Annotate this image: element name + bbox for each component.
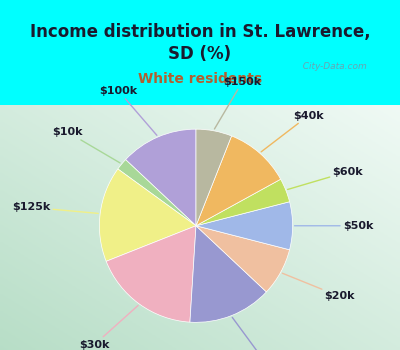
Wedge shape (190, 226, 266, 322)
Text: $20k: $20k (282, 273, 355, 301)
Text: $50k: $50k (294, 221, 373, 231)
Wedge shape (196, 179, 290, 226)
Wedge shape (196, 136, 281, 226)
Text: White residents: White residents (138, 72, 262, 86)
Text: $125k: $125k (12, 202, 98, 214)
Text: $30k: $30k (79, 306, 138, 350)
Text: $60k: $60k (288, 167, 363, 189)
Text: $40k: $40k (261, 111, 324, 152)
Wedge shape (118, 160, 196, 226)
Text: $75k: $75k (232, 317, 280, 350)
Text: City-Data.com: City-Data.com (298, 62, 367, 71)
Text: $10k: $10k (52, 127, 120, 163)
Wedge shape (196, 202, 293, 250)
Wedge shape (126, 129, 196, 226)
Text: $150k: $150k (214, 77, 262, 129)
Wedge shape (196, 226, 290, 292)
Text: $100k: $100k (100, 86, 157, 135)
Wedge shape (196, 129, 232, 226)
Wedge shape (106, 226, 196, 322)
Text: Income distribution in St. Lawrence,
SD (%): Income distribution in St. Lawrence, SD … (30, 23, 370, 63)
Wedge shape (100, 169, 196, 261)
